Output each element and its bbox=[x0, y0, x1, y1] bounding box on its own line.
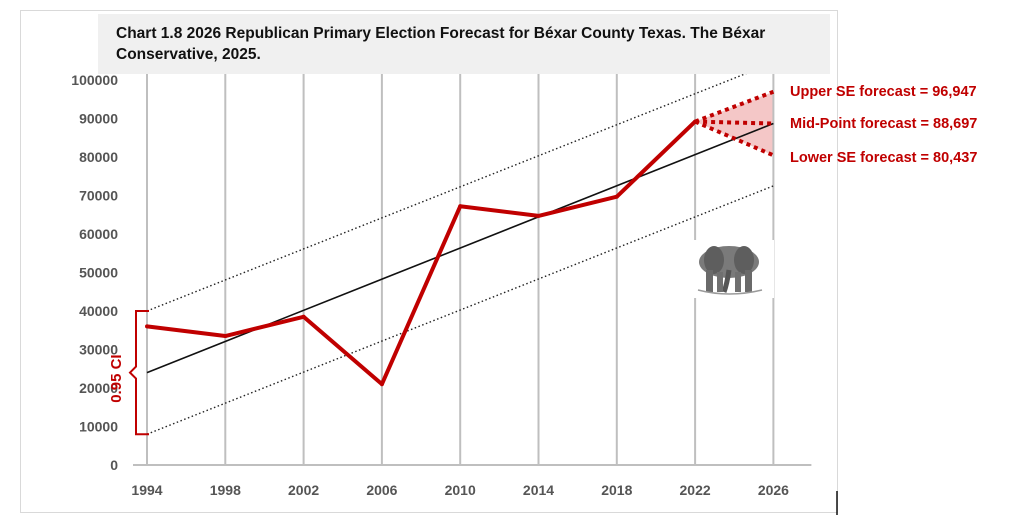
ci-bracket-path bbox=[128, 310, 149, 436]
data-point-1998 bbox=[223, 334, 228, 339]
forecast-fan-lines bbox=[694, 89, 775, 158]
y-tick-10000: 10000 bbox=[79, 419, 118, 435]
x-tick-1998: 1998 bbox=[210, 482, 241, 498]
data-point-2018 bbox=[614, 194, 619, 199]
y-tick-0: 0 bbox=[110, 457, 118, 473]
series-line bbox=[146, 120, 697, 387]
y-tick-90000: 90000 bbox=[79, 111, 118, 127]
data-point-2006 bbox=[379, 382, 384, 387]
y-tick-20000: 20000 bbox=[79, 380, 118, 396]
forecast-fan-area bbox=[695, 91, 774, 156]
lower-se-forecast-label: Lower SE forecast = 80,437 bbox=[790, 150, 977, 166]
ci-bracket: 0.95 CI bbox=[108, 310, 149, 436]
y-tick-70000: 70000 bbox=[79, 188, 118, 204]
y-tick-30000: 30000 bbox=[79, 342, 118, 358]
forecast-annotations: Upper SE forecast = 96,947 Mid-Point for… bbox=[790, 84, 977, 166]
y-axis-tick-labels: 0 10000 20000 30000 40000 50000 60000 70000 8000… bbox=[71, 72, 118, 473]
x-tick-2010: 2010 bbox=[445, 482, 476, 498]
x-axis-tick-labels: 1994 1998 2002 2006 2010 2014 2018 2022 2026 bbox=[131, 482, 789, 498]
vertical-gridlines bbox=[146, 70, 775, 465]
x-tick-2006: 2006 bbox=[366, 482, 397, 498]
x-tick-1994: 1994 bbox=[131, 482, 162, 498]
ci-label: 0.95 CI bbox=[108, 354, 125, 402]
forecast-lower-line bbox=[694, 119, 775, 158]
y-tick-80000: 80000 bbox=[79, 149, 118, 165]
x-tick-2026: 2026 bbox=[758, 482, 789, 498]
ci-upper-line bbox=[146, 62, 774, 312]
chart-title-box: Chart 1.8 2026 Republican Primary Electi… bbox=[98, 14, 830, 74]
data-point-2002 bbox=[301, 314, 306, 319]
mid-point-forecast-label: Mid-Point forecast = 88,697 bbox=[790, 116, 977, 132]
upper-se-forecast-label: Upper SE forecast = 96,947 bbox=[790, 84, 977, 100]
data-point-2014 bbox=[536, 213, 541, 218]
elephant-icon bbox=[684, 240, 774, 298]
y-tick-50000: 50000 bbox=[79, 265, 118, 281]
x-tick-2014: 2014 bbox=[523, 482, 554, 498]
y-tick-100000: 100000 bbox=[71, 72, 118, 88]
data-point-2010 bbox=[458, 204, 463, 209]
data-point-1994 bbox=[145, 324, 149, 329]
y-tick-40000: 40000 bbox=[79, 303, 118, 319]
y-tick-60000: 60000 bbox=[79, 226, 118, 242]
chart-title: Chart 1.8 2026 Republican Primary Electi… bbox=[116, 25, 766, 63]
x-tick-2022: 2022 bbox=[680, 482, 711, 498]
forecast-upper-line bbox=[694, 89, 775, 124]
x-tick-2018: 2018 bbox=[601, 482, 632, 498]
forecast-mid-line bbox=[695, 119, 774, 126]
ci-lower-line bbox=[146, 185, 774, 435]
confidence-band-lines bbox=[146, 62, 774, 435]
data-point-2022 bbox=[693, 119, 698, 124]
x-tick-2002: 2002 bbox=[288, 482, 319, 498]
